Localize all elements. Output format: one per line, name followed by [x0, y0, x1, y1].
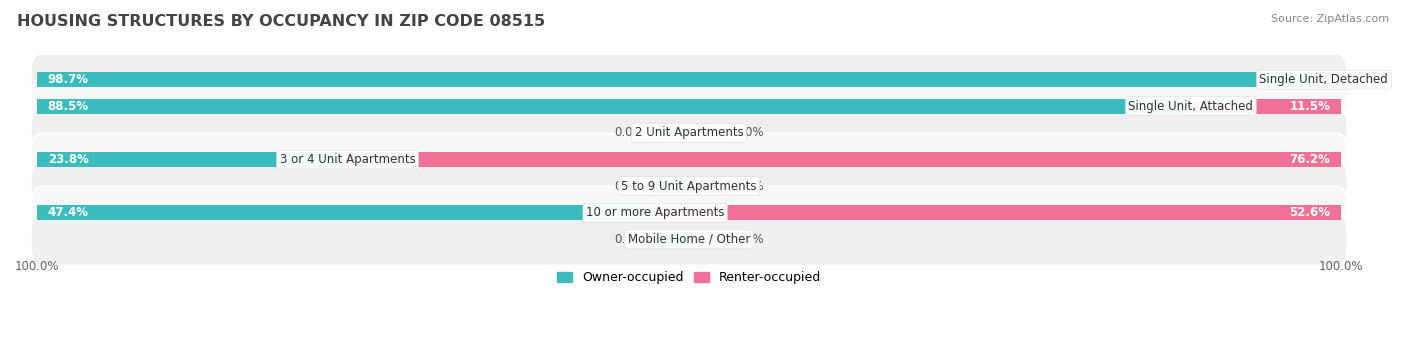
Text: 76.2%: 76.2% — [1289, 153, 1330, 166]
Bar — [689, 232, 728, 247]
Bar — [1324, 72, 1341, 87]
Text: 0.0%: 0.0% — [735, 233, 765, 246]
FancyBboxPatch shape — [31, 80, 1347, 132]
Bar — [650, 178, 689, 194]
Text: 0.0%: 0.0% — [735, 180, 765, 193]
Text: 1.3%: 1.3% — [1347, 73, 1376, 86]
Legend: Owner-occupied, Renter-occupied: Owner-occupied, Renter-occupied — [553, 266, 825, 290]
Bar — [650, 232, 689, 247]
Bar — [37, 99, 1191, 114]
Text: 98.7%: 98.7% — [48, 73, 89, 86]
Bar — [689, 178, 728, 194]
Text: Source: ZipAtlas.com: Source: ZipAtlas.com — [1271, 14, 1389, 24]
Text: Single Unit, Detached: Single Unit, Detached — [1260, 73, 1388, 86]
Text: 23.8%: 23.8% — [48, 153, 89, 166]
Bar — [1191, 99, 1341, 114]
Bar — [37, 152, 347, 167]
Text: 5 to 9 Unit Apartments: 5 to 9 Unit Apartments — [621, 180, 756, 193]
FancyBboxPatch shape — [31, 213, 1347, 266]
Text: 11.5%: 11.5% — [1289, 100, 1330, 113]
Text: 2 Unit Apartments: 2 Unit Apartments — [634, 127, 744, 139]
Bar — [37, 72, 1324, 87]
Text: 88.5%: 88.5% — [48, 100, 89, 113]
Bar — [689, 125, 728, 140]
Text: 47.4%: 47.4% — [48, 206, 89, 219]
Text: Single Unit, Attached: Single Unit, Attached — [1129, 100, 1253, 113]
Text: 10 or more Apartments: 10 or more Apartments — [586, 206, 724, 219]
Text: HOUSING STRUCTURES BY OCCUPANCY IN ZIP CODE 08515: HOUSING STRUCTURES BY OCCUPANCY IN ZIP C… — [17, 14, 546, 29]
Text: 0.0%: 0.0% — [614, 127, 644, 139]
Text: 0.0%: 0.0% — [614, 233, 644, 246]
Text: 0.0%: 0.0% — [614, 180, 644, 193]
Text: 0.0%: 0.0% — [735, 127, 765, 139]
FancyBboxPatch shape — [31, 187, 1347, 239]
FancyBboxPatch shape — [31, 133, 1347, 186]
Text: Mobile Home / Other: Mobile Home / Other — [628, 233, 751, 246]
FancyBboxPatch shape — [31, 160, 1347, 212]
Bar — [650, 125, 689, 140]
Bar — [347, 152, 1341, 167]
FancyBboxPatch shape — [31, 54, 1347, 106]
FancyBboxPatch shape — [31, 107, 1347, 159]
Bar — [37, 205, 655, 221]
Text: 52.6%: 52.6% — [1289, 206, 1330, 219]
Bar — [655, 205, 1341, 221]
Text: 3 or 4 Unit Apartments: 3 or 4 Unit Apartments — [280, 153, 415, 166]
